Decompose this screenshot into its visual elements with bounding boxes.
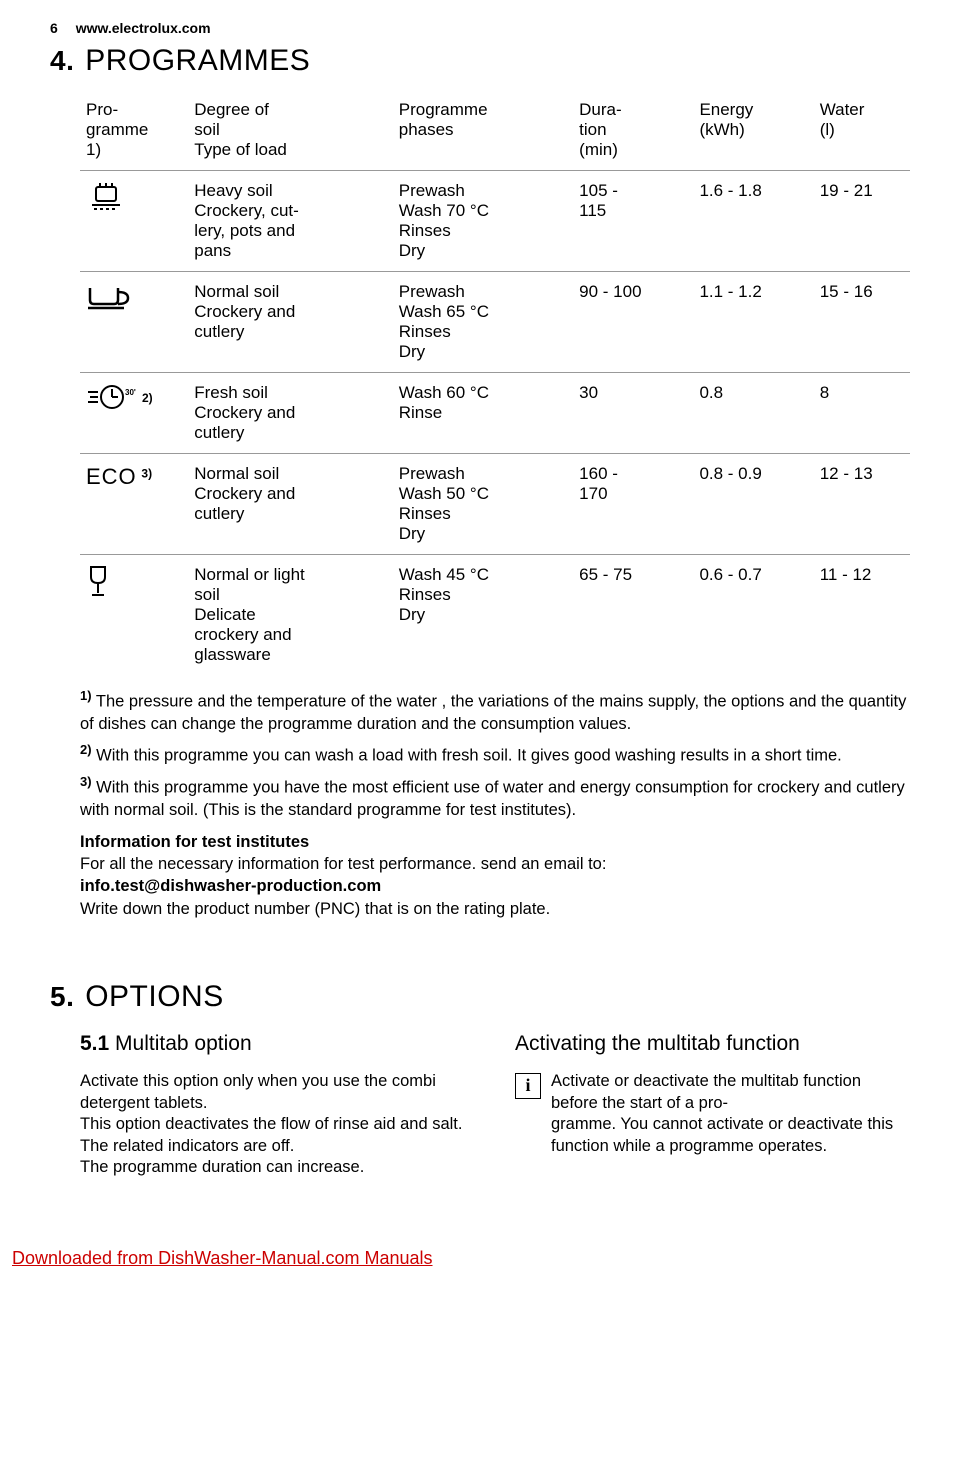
table-row: Normal or light soil Delicate crockery a… <box>80 555 910 676</box>
cell-energy: 0.8 <box>693 373 813 454</box>
cell-phases: Prewash Wash 70 °C Rinses Dry <box>393 171 573 272</box>
cell-duration: 65 - 75 <box>573 555 693 676</box>
glass-icon <box>86 565 110 599</box>
multitab-heading: 5.1 Multitab option <box>80 1030 475 1057</box>
section-4-number: 4. <box>50 45 74 76</box>
cell-energy: 0.6 - 0.7 <box>693 555 813 676</box>
cell-water: 8 <box>814 373 910 454</box>
th-soil: Degree of soil Type of load <box>188 94 392 171</box>
download-link[interactable]: Downloaded from DishWasher-Manual.com Ma… <box>0 1248 960 1269</box>
page-container: 6 www.electrolux.com 4. PROGRAMMES Pro- … <box>0 0 960 1208</box>
subsection-title: Multitab option <box>115 1032 252 1055</box>
info-email: info.test@dishwasher-production.com <box>80 875 910 897</box>
activating-heading: Activating the multitab function <box>515 1030 910 1057</box>
table-row: 30' 2) Fresh soil Crockery and cutlery W… <box>80 373 910 454</box>
activating-body: Activate or deactivate the multitab func… <box>551 1071 910 1157</box>
th-water: Water (l) <box>814 94 910 171</box>
cell-icon <box>80 555 188 676</box>
footnote-3: 3) With this programme you have the most… <box>80 773 910 821</box>
normal-icon <box>86 282 132 312</box>
footnotes: 1) The pressure and the temperature of t… <box>80 687 910 821</box>
cell-duration: 105 - 115 <box>573 171 693 272</box>
section-4-heading: PROGRAMMES <box>85 44 310 77</box>
cell-duration: 30 <box>573 373 693 454</box>
section-5-heading: OPTIONS <box>85 980 224 1013</box>
table-header-row: Pro- gramme 1) Degree of soil Type of lo… <box>80 94 910 171</box>
th-energy: Energy (kWh) <box>693 94 813 171</box>
cell-energy: 1.1 - 1.2 <box>693 272 813 373</box>
svg-text:30': 30' <box>125 388 136 397</box>
quick30-icon: 30' 2) <box>86 383 153 413</box>
intensive-icon <box>86 181 126 215</box>
table-row: ECO 3) Normal soil Crockery and cutlery … <box>80 454 910 555</box>
cell-water: 12 - 13 <box>814 454 910 555</box>
cell-water: 19 - 21 <box>814 171 910 272</box>
cell-phases: Prewash Wash 65 °C Rinses Dry <box>393 272 573 373</box>
th-phases: Programme phases <box>393 94 573 171</box>
cell-phases: Wash 45 °C Rinses Dry <box>393 555 573 676</box>
programmes-table: Pro- gramme 1) Degree of soil Type of lo… <box>80 94 910 675</box>
cell-icon: ECO 3) <box>80 454 188 555</box>
cell-duration: 90 - 100 <box>573 272 693 373</box>
eco-icon: ECO <box>86 464 137 489</box>
cell-water: 15 - 16 <box>814 272 910 373</box>
test-institutes-info: Information for test institutes For all … <box>80 831 910 920</box>
cell-phases: Prewash Wash 50 °C Rinses Dry <box>393 454 573 555</box>
cell-icon: 30' 2) <box>80 373 188 454</box>
cell-soil: Heavy soil Crockery, cut- lery, pots and… <box>188 171 392 272</box>
info-title: Information for test institutes <box>80 831 910 853</box>
table-row: Normal soil Crockery and cutlery Prewash… <box>80 272 910 373</box>
cell-soil: Normal or light soil Delicate crockery a… <box>188 555 392 676</box>
page-header: 6 www.electrolux.com <box>50 20 910 36</box>
th-programme: Pro- gramme 1) <box>80 94 188 171</box>
footnote-ref: 3) <box>141 466 152 480</box>
page-number: 6 <box>50 20 58 36</box>
footnote-ref: 2) <box>142 391 153 405</box>
section-5: 5. OPTIONS 5.1 Multitab option Activate … <box>50 980 910 1178</box>
cell-soil: Normal soil Crockery and cutlery <box>188 272 392 373</box>
site-url: www.electrolux.com <box>76 20 211 36</box>
th-duration: Dura- tion (min) <box>573 94 693 171</box>
cell-icon <box>80 272 188 373</box>
info-line2: Write down the product number (PNC) that… <box>80 898 910 920</box>
footnote-2: 2) With this programme you can wash a lo… <box>80 741 910 767</box>
cell-icon <box>80 171 188 272</box>
info-line1: For all the necessary information for te… <box>80 853 910 875</box>
multitab-body: Activate this option only when you use t… <box>80 1071 475 1178</box>
subsection-number: 5.1 <box>80 1032 109 1055</box>
info-note: i Activate or deactivate the multitab fu… <box>515 1071 910 1157</box>
footnote-1: 1) The pressure and the temperature of t… <box>80 687 910 735</box>
section-5-number: 5. <box>50 981 74 1012</box>
options-columns: 5.1 Multitab option Activate this option… <box>80 1030 910 1178</box>
table-row: Heavy soil Crockery, cut- lery, pots and… <box>80 171 910 272</box>
cell-water: 11 - 12 <box>814 555 910 676</box>
cell-duration: 160 - 170 <box>573 454 693 555</box>
cell-energy: 1.6 - 1.8 <box>693 171 813 272</box>
options-right-column: Activating the multitab function i Activ… <box>515 1030 910 1178</box>
cell-soil: Normal soil Crockery and cutlery <box>188 454 392 555</box>
section-4-title: 4. PROGRAMMES <box>50 44 910 78</box>
info-icon: i <box>515 1073 541 1099</box>
cell-phases: Wash 60 °C Rinse <box>393 373 573 454</box>
section-5-title: 5. OPTIONS <box>50 980 910 1014</box>
cell-soil: Fresh soil Crockery and cutlery <box>188 373 392 454</box>
options-left-column: 5.1 Multitab option Activate this option… <box>80 1030 475 1178</box>
cell-energy: 0.8 - 0.9 <box>693 454 813 555</box>
